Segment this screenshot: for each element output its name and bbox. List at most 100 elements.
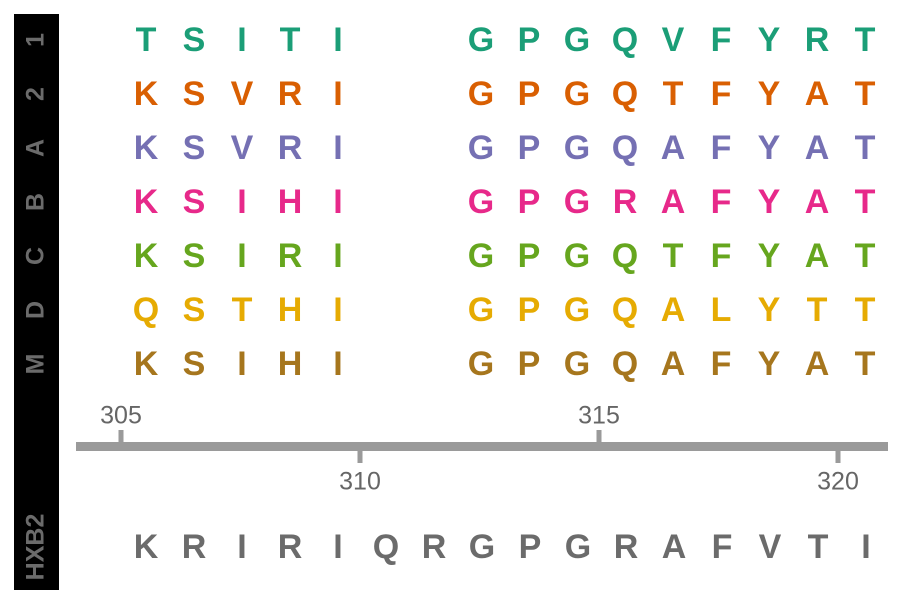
reference-residue: I <box>333 528 343 566</box>
residue: G <box>467 345 495 383</box>
residue: G <box>467 183 495 221</box>
axis-tick <box>357 451 363 463</box>
residue: T <box>854 345 876 383</box>
residue: F <box>710 75 732 113</box>
residue: G <box>467 129 495 167</box>
reference-residue: F <box>711 528 733 566</box>
residue: H <box>277 345 303 383</box>
residue: S <box>182 129 206 167</box>
residue: Y <box>757 345 781 383</box>
residue: I <box>333 21 343 59</box>
residue: I <box>333 183 343 221</box>
residue: A <box>804 129 830 167</box>
residue: R <box>277 237 303 275</box>
residue: G <box>467 237 495 275</box>
residue: A <box>804 75 830 113</box>
residue: Y <box>757 291 781 329</box>
residue: Q <box>611 21 639 59</box>
residue: P <box>517 345 541 383</box>
sequence-label-d: D <box>21 300 50 320</box>
residue: I <box>333 237 343 275</box>
residue: P <box>517 291 541 329</box>
axis-tick <box>596 430 602 442</box>
residue: V <box>230 75 254 113</box>
residue: K <box>133 75 159 113</box>
residue: F <box>710 237 732 275</box>
axis-tick-label: 310 <box>339 467 381 496</box>
residue: Y <box>757 75 781 113</box>
residue: I <box>237 21 247 59</box>
residue: G <box>563 237 591 275</box>
residue: G <box>563 345 591 383</box>
axis-tick <box>835 451 841 463</box>
residue: Y <box>757 129 781 167</box>
reference-residue: P <box>518 528 542 566</box>
residue: Y <box>757 183 781 221</box>
residue: A <box>660 291 686 329</box>
reference-residue: G <box>468 528 496 566</box>
residue: Q <box>132 291 160 329</box>
residue: T <box>279 21 301 59</box>
residue: P <box>517 183 541 221</box>
residue: R <box>277 75 303 113</box>
reference-label: HXB2 <box>21 513 50 581</box>
residue: K <box>133 345 159 383</box>
sequence-label-m: M <box>21 353 50 375</box>
residue: Q <box>611 129 639 167</box>
axis-tick-label: 305 <box>100 401 142 430</box>
residue: G <box>467 21 495 59</box>
residue: T <box>854 21 876 59</box>
residue: Q <box>611 291 639 329</box>
residue: I <box>333 291 343 329</box>
residue: S <box>182 75 206 113</box>
residue: I <box>333 345 343 383</box>
sequence-label-c: C <box>21 246 50 266</box>
residue: K <box>133 129 159 167</box>
sequence-label-1: 1 <box>21 33 50 47</box>
residue: Q <box>611 237 639 275</box>
residue: T <box>662 237 684 275</box>
axis-tick-label: 320 <box>817 467 859 496</box>
sequence-label-a: A <box>21 138 50 158</box>
axis-tick-label: 315 <box>578 401 620 430</box>
residue: K <box>133 183 159 221</box>
residue: S <box>182 345 206 383</box>
residue: G <box>467 75 495 113</box>
residue: T <box>854 183 876 221</box>
residue: T <box>854 291 876 329</box>
residue: F <box>710 183 732 221</box>
residue: T <box>806 291 828 329</box>
residue: I <box>333 75 343 113</box>
residue: P <box>517 237 541 275</box>
residue: L <box>710 291 732 329</box>
residue: P <box>517 75 541 113</box>
residue: T <box>854 129 876 167</box>
residue: V <box>661 21 685 59</box>
residue: R <box>277 129 303 167</box>
residue: A <box>660 345 686 383</box>
axis-tick <box>118 430 124 442</box>
residue: Q <box>611 75 639 113</box>
reference-residue: R <box>181 528 207 566</box>
reference-residue: I <box>861 528 871 566</box>
reference-residue: T <box>807 528 829 566</box>
residue: T <box>135 21 157 59</box>
residue: G <box>563 291 591 329</box>
residue: R <box>612 183 638 221</box>
residue: T <box>662 75 684 113</box>
reference-residue: R <box>613 528 639 566</box>
residue: S <box>182 237 206 275</box>
residue: H <box>277 291 303 329</box>
residue: I <box>237 345 247 383</box>
reference-residue: R <box>277 528 303 566</box>
residue: F <box>710 345 732 383</box>
residue: A <box>660 183 686 221</box>
residue: I <box>237 183 247 221</box>
residue: F <box>710 129 732 167</box>
residue: T <box>854 237 876 275</box>
residue: K <box>133 237 159 275</box>
residue: S <box>182 21 206 59</box>
residue: P <box>517 129 541 167</box>
residue: R <box>804 21 830 59</box>
